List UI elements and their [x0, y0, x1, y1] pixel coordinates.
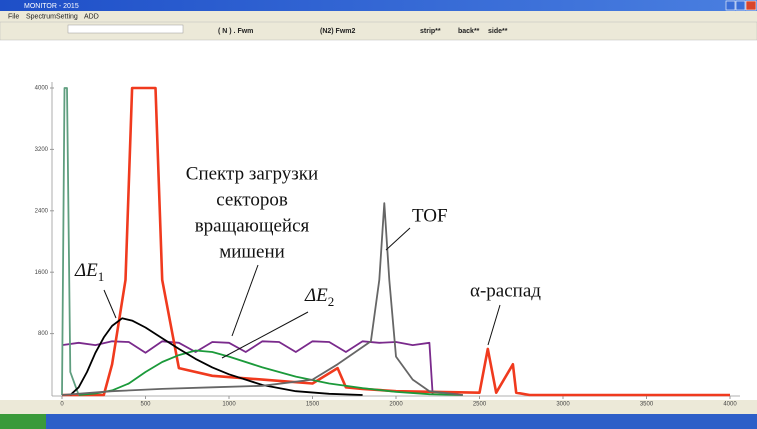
spectrum-line — [62, 86, 730, 397]
x-tick-label: 2000 — [389, 402, 403, 408]
annotation-subscript: 1 — [98, 269, 105, 284]
leader-line — [221, 311, 309, 359]
leader-line — [103, 289, 117, 319]
annotation: ΔE2 — [304, 285, 334, 309]
x-tick-label: 4000 — [723, 402, 737, 408]
title-bar — [0, 0, 757, 11]
spectrum-line — [78, 349, 463, 396]
y-tick-label: 4000 — [35, 86, 49, 92]
annotation: вращающейся — [195, 215, 310, 236]
taskbar — [0, 414, 757, 429]
y-tick-label: 3200 — [35, 147, 49, 153]
leader-line — [231, 264, 259, 337]
toolbar-label: strip** — [420, 28, 441, 35]
toolbar-label: back** — [458, 28, 480, 35]
leader-line — [487, 304, 501, 346]
annotation: α-распад — [470, 280, 541, 301]
annotation: мишени — [219, 241, 285, 262]
window-title: MONITOR - 2015 — [24, 3, 79, 10]
x-tick-label: 1500 — [306, 402, 320, 408]
x-tick-label: 1000 — [222, 402, 236, 408]
x-tick-label: 0 — [60, 402, 64, 408]
toolbar — [0, 21, 757, 41]
maximize-button[interactable] — [735, 0, 746, 11]
y-tick-label: 2400 — [35, 208, 49, 214]
toolbar-label: side** — [488, 28, 508, 35]
menu-item[interactable]: File — [8, 13, 19, 20]
x-tick-label: 3500 — [640, 402, 654, 408]
leader-line — [385, 227, 411, 251]
x-tick-label: 500 — [140, 402, 151, 408]
annotation-text: ΔE — [304, 285, 328, 306]
annotations: Спектр загрузки секторов вращающейся миш… — [74, 163, 541, 359]
spectrum-line — [61, 202, 463, 396]
input-field[interactable] — [67, 24, 184, 34]
spectrum-line — [61, 87, 80, 396]
annotation: секторов — [216, 189, 288, 210]
menu-item[interactable]: ADD — [84, 13, 99, 20]
start-button[interactable] — [0, 414, 46, 429]
toolbar-label: ( N ) . Fwm — [218, 28, 253, 35]
spectrum-line — [69, 317, 363, 396]
y-tick-label: 800 — [38, 331, 49, 337]
status-bar — [0, 400, 757, 414]
annotation: Спектр загрузки — [186, 163, 318, 184]
minimize-button[interactable] — [725, 0, 736, 11]
annotation-text: ΔE — [74, 260, 98, 281]
annotation-subscript: 2 — [328, 294, 335, 309]
menu-item[interactable]: Spectrum — [26, 13, 56, 20]
annotation: TOF — [412, 205, 448, 226]
x-tick-label: 2500 — [473, 402, 487, 408]
spectrum-line — [61, 340, 434, 396]
toolbar-label: (N2) Fwm2 — [320, 28, 356, 35]
x-tick-label: 3000 — [556, 402, 570, 408]
close-button[interactable] — [745, 0, 757, 11]
menu-item[interactable]: Setting — [56, 13, 78, 20]
menu-bar — [0, 11, 757, 22]
annotation: ΔE1 — [74, 260, 104, 284]
y-tick-label: 1600 — [35, 270, 49, 276]
